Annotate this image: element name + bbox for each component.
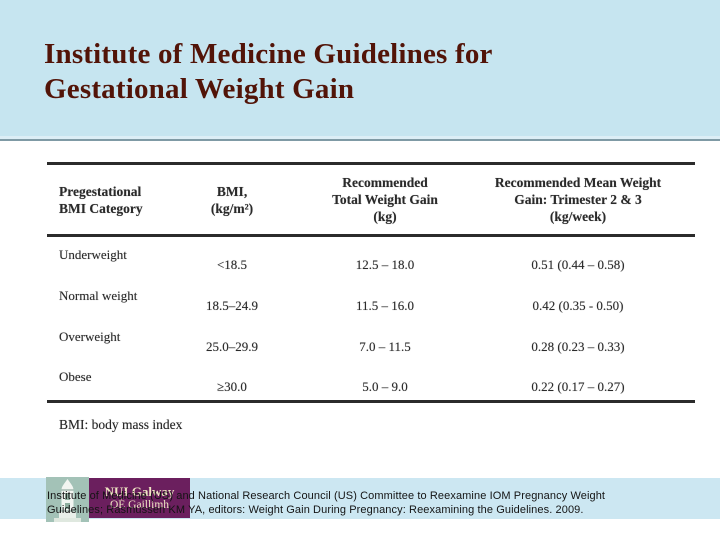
cell-mean-gain: 0.42 (0.35 - 0.50) bbox=[532, 297, 624, 313]
nuig-tower-icon bbox=[46, 477, 89, 522]
nuig-name-english: NUI Galway bbox=[104, 484, 175, 499]
header-bmi: BMI, (kg/m²) bbox=[210, 183, 254, 216]
cell-category: Underweight bbox=[59, 247, 127, 262]
header-total-weight-gain: Recommended Total Weight Gain (kg) bbox=[332, 175, 438, 224]
cell-bmi-range: 18.5–24.9 bbox=[206, 297, 258, 313]
cell-bmi-range: 25.0–29.9 bbox=[206, 338, 258, 354]
table-footnote: BMI: body mass index bbox=[59, 417, 183, 432]
citation-text: Institute of Medicine (US) and National … bbox=[47, 490, 707, 517]
cell-mean-gain: 0.28 (0.23 – 0.33) bbox=[531, 338, 625, 354]
table-body: Underweight <18.5 12.5 – 18.0 0.51 (0.44… bbox=[47, 237, 695, 400]
cell-bmi-range: ≥30.0 bbox=[217, 379, 247, 395]
table-rule-middle bbox=[47, 234, 695, 237]
cell-total-gain: 11.5 – 16.0 bbox=[355, 297, 415, 313]
header-bmi-category: Pregestational BMI Category bbox=[59, 183, 143, 216]
table-rule-top bbox=[47, 162, 695, 165]
slide-title-line1: Institute of Medicine Guidelines for bbox=[44, 38, 493, 70]
table-row-normal-weight: Normal weight 18.5–24.9 11.5 – 16.0 0.42… bbox=[47, 278, 695, 319]
cell-category: Overweight bbox=[59, 328, 121, 344]
iom-weight-gain-table: Pregestational BMI Category BMI, (kg/m²)… bbox=[47, 162, 695, 433]
nuig-wordmark: NUI Galway OÉ Gaillimh bbox=[89, 478, 190, 518]
header-mean-weight-gain: Recommended Mean Weight Gain: Trimester … bbox=[494, 175, 662, 224]
table-row-overweight: Overweight 25.0–29.9 7.0 – 11.5 0.28 (0.… bbox=[47, 319, 695, 360]
cell-mean-gain: 0.22 (0.17 – 0.27) bbox=[531, 379, 625, 395]
citation-line2: Guidelines; Rasmussen KM YA, editors: We… bbox=[47, 503, 584, 516]
cell-total-gain: 7.0 – 11.5 bbox=[359, 338, 411, 354]
cell-bmi-range: <18.5 bbox=[216, 257, 248, 272]
table-rule-bottom bbox=[47, 400, 695, 403]
cell-total-gain: 12.5 – 18.0 bbox=[355, 257, 415, 272]
table-header-row: Pregestational BMI Category BMI, (kg/m²)… bbox=[47, 165, 695, 234]
cell-category: Normal weight bbox=[59, 287, 138, 303]
slide-title-line2: Gestational Weight Gain bbox=[44, 73, 355, 105]
slide-title: Institute of Medicine Guidelines for Ges… bbox=[44, 37, 493, 107]
citation-line1: Institute of Medicine (US) and National … bbox=[47, 490, 606, 502]
slide-header-band bbox=[0, 0, 720, 141]
table-row-obese: Obese ≥30.0 5.0 – 9.0 0.22 (0.17 – 0.27) bbox=[47, 359, 695, 400]
table-row-underweight: Underweight <18.5 12.5 – 18.0 0.51 (0.44… bbox=[47, 237, 695, 278]
cell-total-gain: 5.0 – 9.0 bbox=[362, 379, 408, 395]
cell-category: Obese bbox=[59, 369, 92, 385]
cell-mean-gain: 0.51 (0.44 – 0.58) bbox=[531, 257, 625, 272]
nuig-name-irish: OÉ Gaillimh bbox=[109, 499, 170, 511]
nuig-logo: NUI Galway OÉ Gaillimh bbox=[46, 477, 190, 522]
